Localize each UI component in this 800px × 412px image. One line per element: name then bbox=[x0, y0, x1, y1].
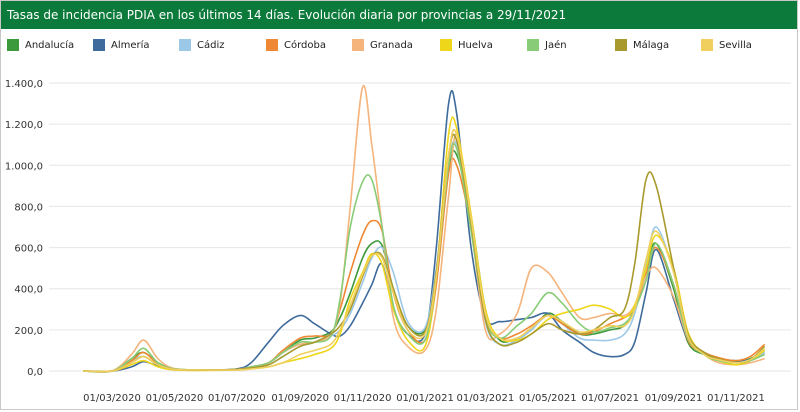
legend-label: Huelva bbox=[458, 39, 493, 51]
x-tick-label: 01/05/2021 bbox=[519, 393, 577, 404]
x-tick-label: 01/01/2021 bbox=[396, 393, 454, 404]
legend-item[interactable]: Andalucía bbox=[7, 38, 74, 52]
legend-label: Sevilla bbox=[719, 39, 752, 51]
legend-swatch bbox=[7, 39, 19, 51]
x-tick-label: 01/11/2020 bbox=[334, 393, 392, 404]
x-tick-label: 01/09/2021 bbox=[645, 393, 703, 404]
series-line bbox=[82, 89, 765, 373]
legend-swatch bbox=[701, 39, 713, 51]
legend-item[interactable]: Granada bbox=[352, 38, 413, 52]
legend-swatch bbox=[93, 39, 105, 51]
y-tick-label: 0,0 bbox=[27, 367, 43, 378]
legend-item[interactable]: Jaén bbox=[527, 38, 567, 52]
y-tick-label: 600,0 bbox=[14, 244, 43, 255]
legend-item[interactable]: Málaga bbox=[615, 38, 669, 52]
series-line bbox=[82, 129, 766, 373]
legend-label: Almería bbox=[111, 39, 150, 51]
legend-label: Málaga bbox=[633, 39, 670, 51]
legend-swatch bbox=[179, 39, 191, 51]
y-tick-label: 200,0 bbox=[14, 326, 43, 337]
legend-swatch bbox=[266, 39, 278, 51]
x-tick-label: 01/07/2020 bbox=[208, 393, 266, 404]
legend-swatch bbox=[615, 39, 627, 51]
y-tick-label: 400,0 bbox=[14, 285, 43, 296]
y-tick-label: 800,0 bbox=[14, 202, 43, 213]
legend-swatch bbox=[352, 39, 364, 51]
y-tick-label: 1.400,0 bbox=[5, 79, 43, 90]
legend-label: Granada bbox=[370, 39, 413, 51]
x-tick-label: 01/09/2020 bbox=[271, 393, 329, 404]
legend-label: Córdoba bbox=[284, 39, 326, 51]
legend-item[interactable]: Cádiz bbox=[179, 38, 225, 52]
chart-legend: Andalucía Almería Cádiz Córdoba Granada Huelv… bbox=[1, 29, 797, 61]
x-tick-label: 01/03/2020 bbox=[83, 393, 141, 404]
line-chart: 0,0 200,0 400,0 600,0 800,0 1.000,0 1.200,0 1.4… bbox=[5, 79, 791, 404]
series-line bbox=[82, 157, 766, 373]
legend-swatch bbox=[440, 39, 452, 51]
legend-label: Cádiz bbox=[197, 39, 225, 51]
y-tick-label: 1.200,0 bbox=[5, 120, 43, 131]
y-tick-label: 1.000,0 bbox=[5, 161, 43, 172]
legend-item[interactable]: Huelva bbox=[440, 38, 493, 52]
chart-title: Tasas de incidencia PDIA en los últimos … bbox=[1, 1, 797, 29]
x-tick-label: 01/03/2021 bbox=[457, 393, 515, 404]
x-tick-label: 01/07/2021 bbox=[581, 393, 639, 404]
legend-label: Andalucía bbox=[25, 39, 75, 51]
legend-item[interactable]: Sevilla bbox=[701, 38, 752, 52]
legend-swatch bbox=[527, 39, 539, 51]
x-tick-label: 01/11/2021 bbox=[707, 393, 765, 404]
legend-item[interactable]: Córdoba bbox=[266, 38, 326, 52]
legend-item[interactable]: Almería bbox=[93, 38, 150, 52]
x-tick-label: 01/05/2020 bbox=[146, 393, 204, 404]
legend-label: Jaén bbox=[545, 39, 567, 51]
